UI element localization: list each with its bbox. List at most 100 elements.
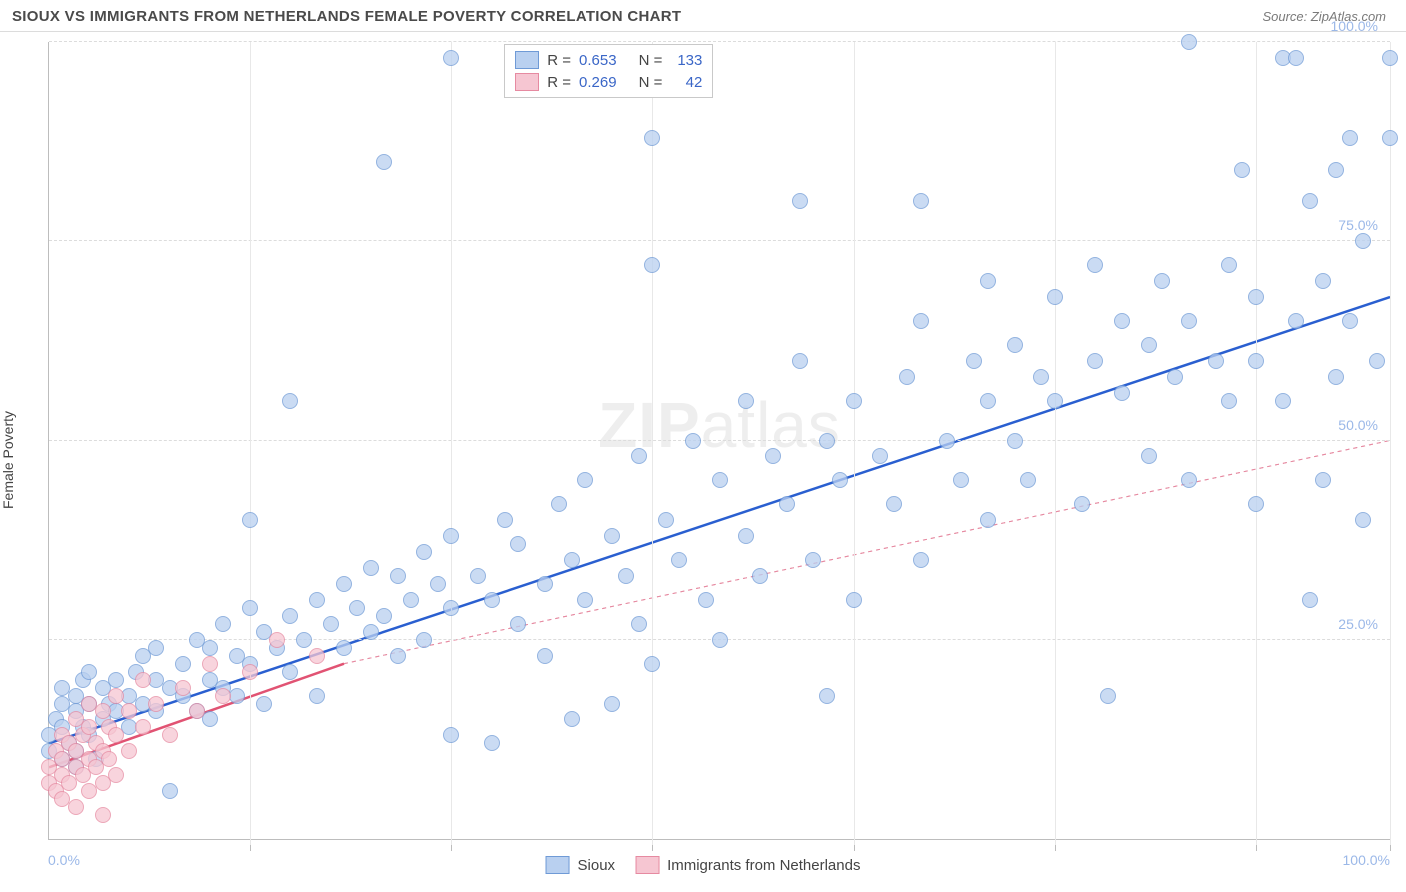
- data-point: [1342, 313, 1358, 329]
- data-point: [95, 807, 111, 823]
- legend-item: Sioux: [546, 856, 616, 874]
- data-point: [1020, 472, 1036, 488]
- data-point: [108, 672, 124, 688]
- data-point: [81, 719, 97, 735]
- legend-n-value: 42: [670, 74, 702, 91]
- data-point: [551, 496, 567, 512]
- legend-bottom: Sioux Immigrants from Netherlands: [546, 856, 861, 874]
- legend-r-label: R =: [547, 52, 571, 69]
- data-point: [242, 600, 258, 616]
- data-point: [564, 552, 580, 568]
- data-point: [1288, 50, 1304, 66]
- data-point: [162, 727, 178, 743]
- data-point: [1315, 273, 1331, 289]
- data-point: [1328, 162, 1344, 178]
- data-point: [953, 472, 969, 488]
- data-point: [363, 624, 379, 640]
- trend-line: [344, 441, 1390, 664]
- data-point: [376, 154, 392, 170]
- data-point: [81, 664, 97, 680]
- data-point: [872, 448, 888, 464]
- legend-n-label: N =: [639, 74, 663, 91]
- data-point: [577, 592, 593, 608]
- data-point: [256, 696, 272, 712]
- data-point: [282, 664, 298, 680]
- legend-swatch: [515, 51, 539, 69]
- data-point: [819, 688, 835, 704]
- data-point: [1248, 353, 1264, 369]
- data-point: [296, 632, 312, 648]
- data-point: [215, 688, 231, 704]
- data-point: [1141, 448, 1157, 464]
- data-point: [980, 273, 996, 289]
- data-point: [631, 448, 647, 464]
- legend-r-value: 0.269: [579, 74, 617, 91]
- data-point: [779, 496, 795, 512]
- trend-line: [344, 441, 1390, 664]
- data-point: [443, 528, 459, 544]
- data-point: [1355, 512, 1371, 528]
- x-tick: [1055, 42, 1056, 845]
- data-point: [175, 680, 191, 696]
- data-point: [738, 528, 754, 544]
- data-point: [1221, 257, 1237, 273]
- data-point: [135, 672, 151, 688]
- legend-n-label: N =: [639, 52, 663, 69]
- data-point: [363, 560, 379, 576]
- data-point: [1087, 257, 1103, 273]
- x-tick: [1390, 42, 1391, 845]
- legend-label: Immigrants from Netherlands: [667, 857, 860, 874]
- data-point: [376, 608, 392, 624]
- data-point: [671, 552, 687, 568]
- data-point: [1033, 369, 1049, 385]
- data-point: [631, 616, 647, 632]
- data-point: [282, 608, 298, 624]
- y-tick-label: 50.0%: [1338, 417, 1378, 433]
- legend-stats-row: R =0.269N =42: [515, 71, 702, 93]
- data-point: [1342, 130, 1358, 146]
- data-point: [309, 688, 325, 704]
- data-point: [886, 496, 902, 512]
- data-point: [1114, 313, 1130, 329]
- data-point: [282, 393, 298, 409]
- data-point: [403, 592, 419, 608]
- data-point: [618, 568, 634, 584]
- data-point: [484, 735, 500, 751]
- data-point: [792, 353, 808, 369]
- data-point: [1007, 337, 1023, 353]
- data-point: [1087, 353, 1103, 369]
- data-point: [336, 576, 352, 592]
- data-point: [336, 640, 352, 656]
- data-point: [470, 568, 486, 584]
- data-point: [644, 257, 660, 273]
- data-point: [68, 799, 84, 815]
- data-point: [443, 727, 459, 743]
- data-point: [685, 433, 701, 449]
- data-point: [604, 696, 620, 712]
- data-point: [1208, 353, 1224, 369]
- data-point: [1288, 313, 1304, 329]
- data-point: [1100, 688, 1116, 704]
- legend-item: Immigrants from Netherlands: [635, 856, 860, 874]
- data-point: [148, 640, 164, 656]
- data-point: [1007, 433, 1023, 449]
- data-point: [309, 648, 325, 664]
- data-point: [966, 353, 982, 369]
- data-point: [1234, 162, 1250, 178]
- data-point: [162, 783, 178, 799]
- data-point: [1302, 193, 1318, 209]
- x-tick: [1256, 42, 1257, 845]
- data-point: [1221, 393, 1237, 409]
- x-tick: [250, 42, 251, 845]
- data-point: [1114, 385, 1130, 401]
- data-point: [309, 592, 325, 608]
- data-point: [846, 592, 862, 608]
- data-point: [846, 393, 862, 409]
- x-tick: [854, 42, 855, 845]
- data-point: [430, 576, 446, 592]
- data-point: [108, 767, 124, 783]
- data-point: [108, 688, 124, 704]
- data-point: [899, 369, 915, 385]
- data-point: [416, 544, 432, 560]
- x-tick-label: 0.0%: [48, 852, 80, 868]
